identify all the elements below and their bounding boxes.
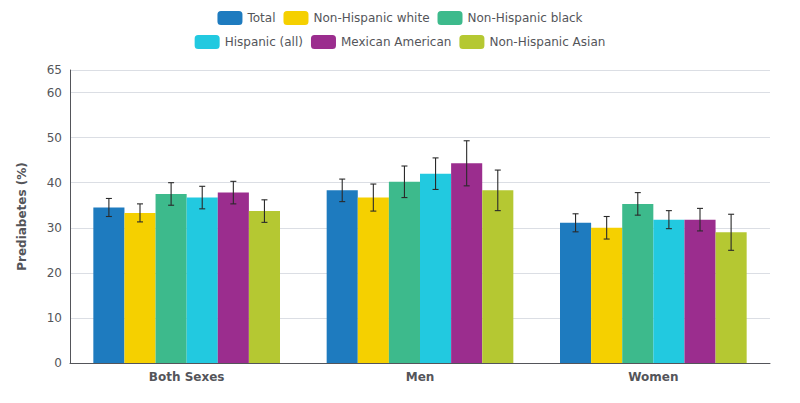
svg-text:30: 30 — [47, 221, 62, 235]
svg-text:20: 20 — [47, 266, 62, 280]
svg-text:10: 10 — [47, 311, 62, 325]
svg-text:60: 60 — [47, 86, 62, 100]
svg-text:Mexican American: Mexican American — [341, 35, 451, 49]
svg-text:0: 0 — [54, 356, 62, 370]
svg-text:65: 65 — [47, 63, 62, 77]
svg-text:Prediabetes (%): Prediabetes (%) — [15, 162, 29, 271]
svg-text:Non-Hispanic Asian: Non-Hispanic Asian — [489, 35, 605, 49]
svg-text:Non-Hispanic white: Non-Hispanic white — [313, 11, 429, 25]
svg-text:Non-Hispanic black: Non-Hispanic black — [468, 11, 583, 25]
svg-text:Both Sexes: Both Sexes — [149, 370, 225, 384]
svg-text:Women: Women — [628, 370, 678, 384]
svg-text:Men: Men — [406, 370, 435, 384]
svg-text:Total: Total — [246, 11, 275, 25]
svg-text:40: 40 — [47, 176, 62, 190]
svg-text:Hispanic (all): Hispanic (all) — [225, 35, 303, 49]
svg-text:50: 50 — [47, 131, 62, 145]
